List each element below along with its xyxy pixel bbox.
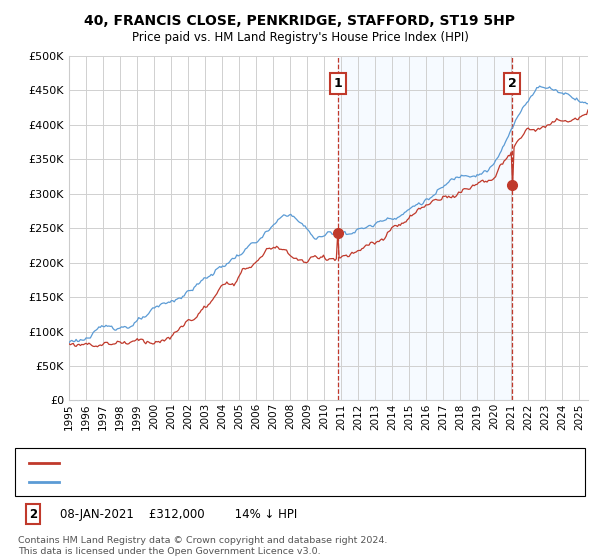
Text: 1: 1 xyxy=(334,77,342,90)
Text: 21-OCT-2010    £243,000        7% ↓ HPI: 21-OCT-2010 £243,000 7% ↓ HPI xyxy=(60,478,293,491)
Text: Price paid vs. HM Land Registry's House Price Index (HPI): Price paid vs. HM Land Registry's House … xyxy=(131,31,469,44)
Text: 40, FRANCIS CLOSE, PENKRIDGE, STAFFORD, ST19 5HP: 40, FRANCIS CLOSE, PENKRIDGE, STAFFORD, … xyxy=(85,14,515,28)
Text: HPI: Average price, detached house, South Staffordshire: HPI: Average price, detached house, Sout… xyxy=(65,477,373,487)
Text: 08-JAN-2021    £312,000        14% ↓ HPI: 08-JAN-2021 £312,000 14% ↓ HPI xyxy=(60,507,297,521)
Text: 1: 1 xyxy=(29,478,37,491)
Text: Contains HM Land Registry data © Crown copyright and database right 2024.
This d: Contains HM Land Registry data © Crown c… xyxy=(18,536,388,556)
Text: 40, FRANCIS CLOSE, PENKRIDGE, STAFFORD, ST19 5HP (detached house): 40, FRANCIS CLOSE, PENKRIDGE, STAFFORD, … xyxy=(65,458,466,468)
Text: 2: 2 xyxy=(29,507,37,521)
Bar xyxy=(338,56,512,400)
Text: 2: 2 xyxy=(508,77,517,90)
